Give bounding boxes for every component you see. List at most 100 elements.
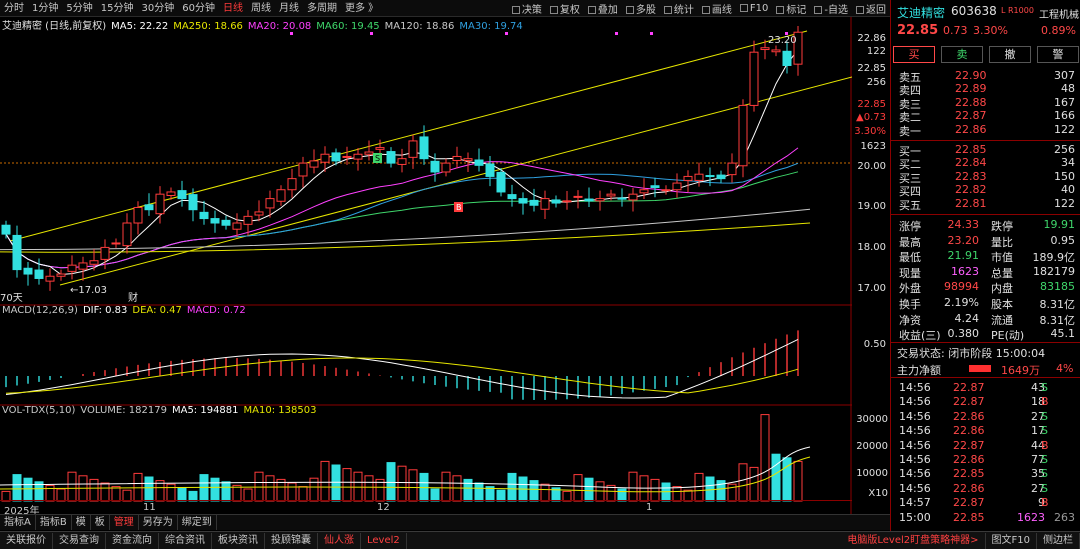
stock-tag: L R1000 — [1001, 6, 1034, 15]
tick-price: 22.87 — [953, 381, 985, 394]
book-volume: 167 — [1054, 95, 1075, 109]
toolbar-right-1[interactable]: 复权 — [546, 1, 584, 16]
timeframe-3[interactable]: 15分钟 — [100, 2, 134, 14]
tick-volume: 1623 — [1017, 510, 1045, 524]
toolbar-right-7[interactable]: 标记 — [772, 1, 810, 16]
timeframe-4[interactable]: 30分钟 — [141, 2, 175, 14]
indicator-tab-5[interactable]: 另存为 — [139, 515, 178, 530]
checkbox-icon — [776, 5, 785, 14]
toolbar-right-9[interactable]: 返回 — [852, 1, 890, 16]
timeframe-9[interactable]: 多周期 — [306, 2, 337, 14]
tick-row: 14:56 22.87 43 S — [891, 381, 1080, 394]
checkbox-icon — [511, 5, 520, 14]
timeframe-10[interactable]: 更多 》 — [344, 2, 379, 14]
tick-price: 22.86 — [953, 409, 985, 423]
timeframe-5[interactable]: 60分钟 — [182, 2, 215, 14]
book-volume: 256 — [1054, 143, 1075, 156]
tick-price: 22.87 — [953, 496, 985, 510]
trade-button-3[interactable]: 警 — [1037, 46, 1079, 63]
indicator-tab-1[interactable]: 指标B — [36, 515, 72, 530]
industry-label[interactable]: 工程机械 — [1039, 10, 1079, 21]
indicator-tab-0[interactable]: 指标A — [0, 515, 36, 530]
asks-row[interactable]: 卖三 22.88 167 — [891, 95, 1080, 111]
book-price: 22.90 — [955, 69, 987, 82]
book-volume: 307 — [1054, 69, 1075, 82]
volume-legend: VOL-TDX(5,10) VOLUME: 182179 MA5: 194881 MA… — [2, 405, 321, 416]
kline-chart[interactable]: 23.20 ←17.03 70天 财 S B — [0, 17, 852, 514]
footer-item-9[interactable]: 图文F10 — [986, 532, 1037, 549]
footer-item-4[interactable]: 板块资讯 — [212, 532, 265, 549]
book-price: 22.87 — [955, 109, 987, 123]
footer-item-0[interactable]: 关联报价 — [0, 532, 53, 549]
footer-item-1[interactable]: 交易查询 — [53, 532, 106, 549]
footer-bar: 关联报价 交易查询 资金流向 综合资讯 板块资讯 投顾锦囊 仙人涨 Level2 电脑版Leve… — [0, 531, 1080, 549]
tick-row: 14:56 22.86 27 S — [891, 410, 1080, 423]
asks-row[interactable]: 卖一 22.86 122 — [891, 123, 1080, 138]
book-label: 卖三 — [899, 97, 921, 111]
toolbar-right-2[interactable]: 叠加 — [584, 1, 622, 16]
book-volume: 40 — [1061, 183, 1075, 197]
trade-button-0[interactable]: 买 — [893, 46, 935, 63]
trade-button-2[interactable]: 撤 — [989, 46, 1031, 63]
tick-price: 22.86 — [953, 453, 985, 466]
ma-legend: 艾迪精密 (日线,前复权) MA5: 22.22 MA250: 18.66 MA20:… — [2, 17, 528, 32]
chart-title: 艾迪精密 (日线,前复权) — [2, 21, 107, 32]
tick-time: 14:56 — [899, 381, 931, 394]
asks-row[interactable]: 卖五 22.90 307 — [891, 69, 1080, 84]
footer-item-7[interactable]: Level2 — [361, 532, 407, 549]
timeframe-6[interactable]: 日线 — [222, 2, 243, 14]
stock-name: 艾迪精密 — [897, 6, 946, 20]
toolbar-right-8[interactable]: -自选 — [810, 1, 852, 16]
trade-button-1[interactable]: 卖 — [941, 46, 983, 63]
trade-status: 交易状态: 闭市阶段 15:00:04 — [897, 347, 1046, 360]
tick-price: 22.86 — [953, 424, 985, 438]
tick-side: S — [1041, 467, 1048, 481]
indicator-tab-6[interactable]: 绑定到 — [178, 515, 217, 530]
timeframe-7[interactable]: 周线 — [250, 2, 271, 14]
stat-value: 23.20 — [947, 233, 980, 247]
stat-row: 涨停 24.33 跌停 19.91 — [891, 218, 1080, 233]
date-label-2: 12 — [377, 502, 390, 513]
checkbox-icon — [739, 3, 748, 12]
netflow-label: 主力净额 — [897, 364, 941, 377]
vol-item-3: MA10: 138503 — [243, 405, 317, 416]
price-axis-label: 20.00 — [857, 161, 886, 172]
toolbar-right-6[interactable]: F10 — [736, 3, 772, 14]
timeframe-2[interactable]: 5分钟 — [66, 2, 93, 14]
timeframe-8[interactable]: 月线 — [278, 2, 299, 14]
indicator-tab-2[interactable]: 模 — [72, 515, 91, 530]
asks-row[interactable]: 卖二 22.87 166 — [891, 109, 1080, 125]
timeframe-0[interactable]: 分时 — [4, 2, 24, 14]
footer-item-8[interactable]: 电脑版Level2盯盘策略神器> — [841, 532, 986, 549]
footer-item-5[interactable]: 投顾锦囊 — [265, 532, 318, 549]
bids-row[interactable]: 买二 22.84 34 — [891, 156, 1080, 171]
indicator-tab-3[interactable]: 板 — [91, 515, 110, 530]
stat-label: 现量 — [899, 266, 921, 280]
timeframe-1[interactable]: 1分钟 — [32, 2, 59, 14]
checkbox-icon — [587, 5, 596, 14]
volume-bars — [1, 414, 803, 502]
asks-row[interactable]: 卖四 22.89 48 — [891, 82, 1080, 97]
footer-item-3[interactable]: 综合资讯 — [159, 532, 212, 549]
bids-row[interactable]: 买五 22.81 122 — [891, 197, 1080, 212]
indicator-tab-4[interactable]: 管理 — [110, 515, 139, 530]
tick-row: 14:56 22.86 77 S — [891, 453, 1080, 466]
toolbar-right-0[interactable]: 决策 — [508, 1, 546, 16]
stat-value: 8.31亿 — [1039, 298, 1076, 311]
toolbar-right-3[interactable]: 多股 — [622, 1, 660, 16]
stat-value: 182179 — [1033, 264, 1075, 278]
bids-row[interactable]: 买三 22.83 150 — [891, 170, 1080, 185]
tick-price: 22.86 — [953, 481, 985, 495]
svg-text:0.50: 0.50 — [864, 339, 886, 350]
footer-item-10[interactable]: 侧边栏 — [1037, 532, 1080, 549]
toolbar-right-5[interactable]: 画线 — [698, 1, 736, 16]
toolbar-right-4[interactable]: 统计 — [660, 1, 698, 16]
footer-item-6[interactable]: 仙人涨 — [318, 532, 361, 549]
footer-item-2[interactable]: 资金流向 — [106, 532, 159, 549]
tick-side: S — [1041, 381, 1048, 394]
bids-row[interactable]: 买四 22.82 40 — [891, 183, 1080, 198]
tick-volume: 35 — [1031, 467, 1045, 481]
bids-row[interactable]: 买一 22.85 256 — [891, 143, 1080, 158]
price-axis-label: 122 — [867, 46, 886, 57]
book-label: 卖二 — [899, 111, 921, 125]
